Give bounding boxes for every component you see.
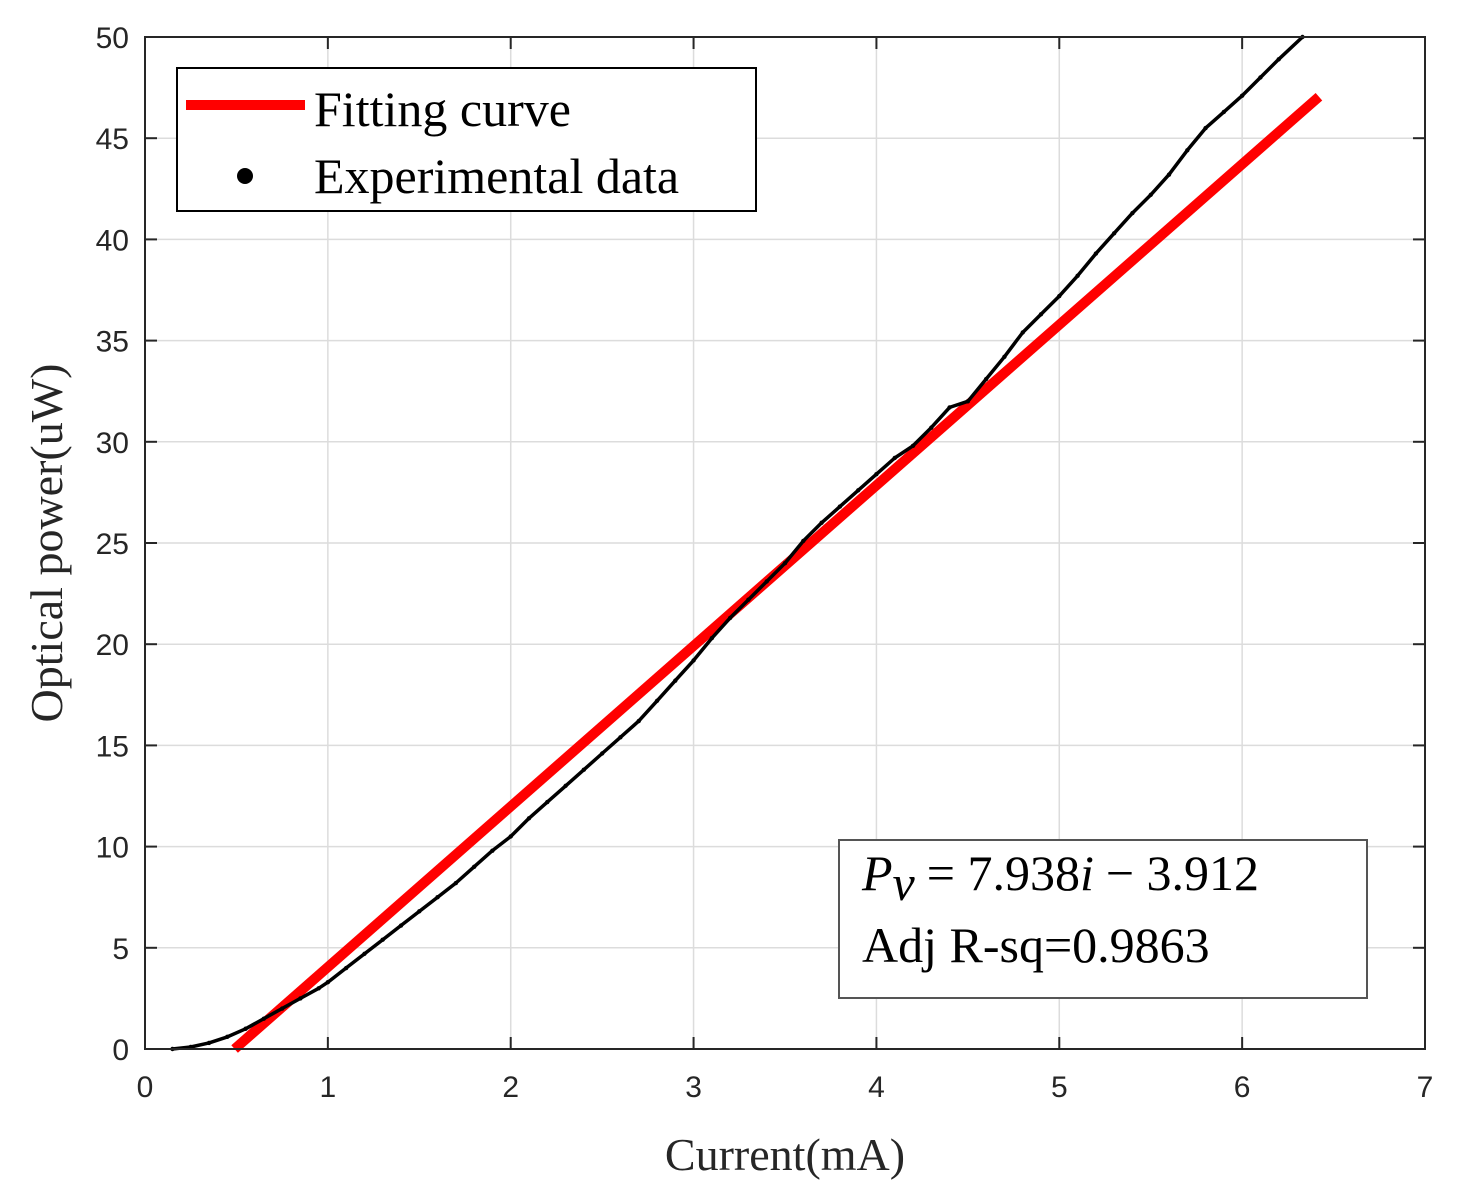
y-tick-label: 10 [96, 832, 129, 865]
experimental-data-point [782, 561, 788, 566]
experimental-data-point [362, 951, 367, 957]
x-tick-label: 2 [502, 1071, 519, 1104]
experimental-data-point [691, 658, 696, 663]
experimental-data-point [636, 718, 641, 724]
y-tick-label: 40 [96, 224, 129, 257]
equation-subscript: v [893, 855, 916, 911]
y-tick-label: 50 [96, 22, 129, 55]
experimental-data-point [243, 1026, 248, 1031]
x-tick-label: 7 [1417, 1071, 1434, 1104]
experimental-data-point [453, 880, 459, 886]
experimental-data-point [325, 980, 331, 985]
experimental-data-point [1221, 109, 1227, 115]
x-tick-label: 6 [1234, 1071, 1251, 1104]
experimental-data-point [1185, 148, 1190, 153]
experimental-data-point [618, 735, 623, 740]
y-tick-label: 5 [112, 933, 129, 966]
r-squared-text: Adj R-sq=0.9863 [862, 917, 1210, 973]
experimental-data-point [526, 816, 532, 821]
experimental-data-point [545, 799, 550, 805]
experimental-data-point [1057, 293, 1062, 299]
experimental-data-point [1130, 210, 1135, 216]
experimental-data-point [1093, 251, 1099, 256]
experimental-data-point [1239, 93, 1245, 98]
experimental-data-point [398, 923, 404, 928]
annotation-box [838, 839, 1368, 999]
legend: Fitting curve Experimental data [176, 67, 757, 212]
experimental-data-point [1203, 125, 1208, 131]
experimental-data-point [1038, 312, 1044, 317]
experimental-data-point [1002, 354, 1007, 359]
x-tick-label: 4 [868, 1071, 885, 1104]
experimental-data-point [435, 895, 440, 900]
experimental-data-point [910, 443, 916, 449]
equation-tail: − 3.912 [1106, 845, 1259, 901]
experimental-data-point [316, 986, 321, 991]
experimental-data-point [343, 965, 349, 971]
experimental-data-point [225, 1034, 230, 1040]
experimental-data-point [965, 399, 971, 404]
x-tick-label: 1 [320, 1071, 337, 1104]
experimental-data-point [983, 376, 989, 382]
experimental-data-point [1075, 273, 1080, 279]
experimental-data-point [508, 834, 513, 839]
experimental-data-point [801, 538, 806, 544]
experimental-data-point [1020, 330, 1025, 335]
experimental-data-point [490, 848, 495, 853]
fit-annotation: Pv = 7.938i − 3.912 Adj R-sq=0.9863 [838, 839, 1368, 999]
experimental-data-point [581, 767, 587, 772]
experimental-data-point [709, 635, 715, 641]
experimental-data-point [929, 425, 934, 430]
experimental-data-point [599, 751, 605, 756]
experimental-data-point [1258, 75, 1263, 80]
experimental-data-point [1148, 192, 1153, 198]
legend-label-fitting-curve: Fitting curve [314, 81, 571, 137]
equation-var: i [1080, 845, 1094, 901]
y-tick-label: 35 [96, 326, 129, 359]
experimental-data-point [417, 909, 422, 914]
legend-dot-icon [237, 168, 253, 184]
experimental-data-point [727, 615, 733, 621]
y-tick-label: 30 [96, 427, 129, 460]
y-axis-label: Optical power(uW) [21, 364, 72, 723]
x-axis-label: Current(mA) [665, 1129, 905, 1180]
experimental-data-point [1111, 231, 1117, 236]
experimental-data-point [764, 579, 769, 584]
experimental-data-point [1276, 57, 1281, 62]
y-tick-label: 45 [96, 123, 129, 156]
experimental-data-point [746, 597, 751, 602]
experimental-data-point [874, 471, 879, 477]
legend-box [176, 67, 757, 212]
y-tick-label: 15 [96, 730, 129, 763]
x-tick-label: 3 [685, 1071, 702, 1104]
experimental-data-point [471, 864, 477, 870]
experimental-data-point [673, 678, 678, 683]
experimental-data-point [279, 1006, 285, 1011]
experimental-data-point [563, 783, 568, 789]
y-tick-label: 0 [112, 1034, 129, 1067]
experimental-data-point [855, 488, 861, 493]
equation-symbol: P [861, 845, 893, 901]
x-tick-label: 5 [1051, 1071, 1068, 1104]
experimental-data-point [654, 698, 660, 704]
y-tick-label: 20 [96, 629, 129, 662]
experimental-data-point [892, 455, 897, 461]
x-tick-label: 0 [137, 1071, 154, 1104]
equation-rhs: = 7.938 [927, 845, 1080, 901]
experimental-data-point [837, 504, 843, 509]
equation-text: Pv = 7.938i − 3.912 [861, 845, 1259, 911]
legend-label-experimental-data: Experimental data [314, 148, 679, 204]
experimental-data-point [261, 1016, 267, 1021]
experimental-data-point [298, 996, 303, 1001]
y-tick-label: 25 [96, 528, 129, 561]
experimental-data-point [1166, 172, 1172, 177]
experimental-data-point [819, 520, 824, 525]
experimental-data-point [380, 937, 385, 942]
experimental-data-point [947, 405, 952, 410]
experimental-data-point [206, 1040, 212, 1046]
